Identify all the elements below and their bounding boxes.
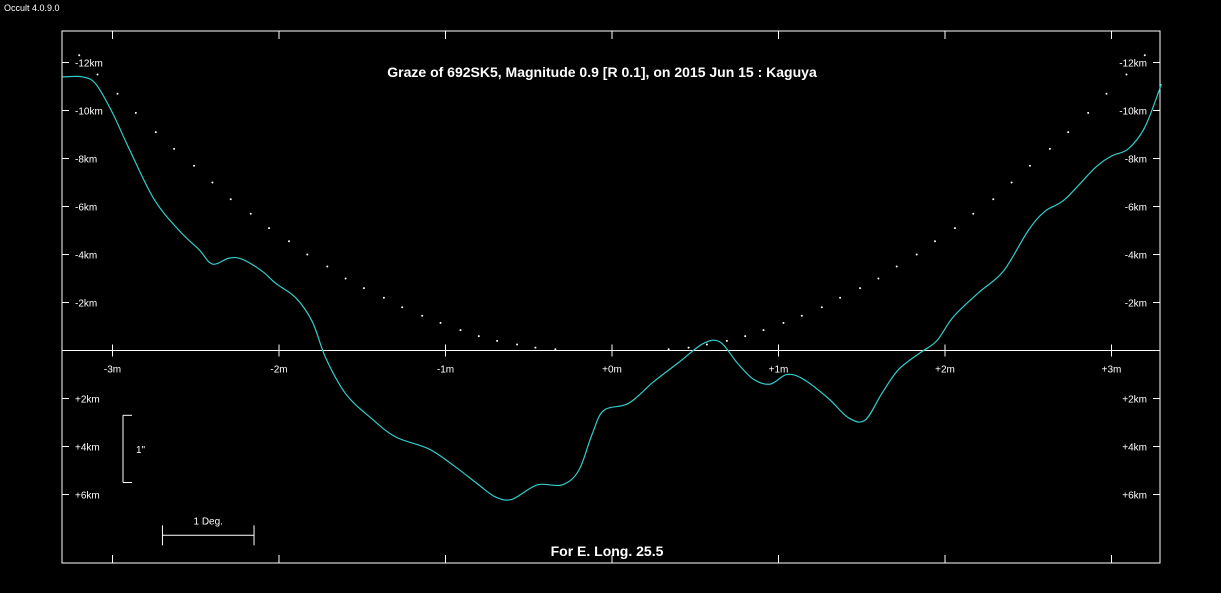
star-path-dot (1067, 131, 1070, 134)
star-path-dot (193, 164, 196, 167)
star-path-dot (1125, 73, 1128, 76)
star-path-dot (229, 198, 232, 201)
x-tick-label: -1m (437, 365, 454, 376)
y-tick-label-right: -10km (1119, 107, 1147, 118)
star-path-dot (268, 227, 271, 230)
y-tick-label-left: -2km (75, 299, 97, 310)
star-path-dot (534, 346, 537, 349)
vertical-scale-label: 1" (136, 445, 146, 456)
chart-title: Graze of 692SK5, Magnitude 0.9 [R 0.1], … (387, 64, 817, 80)
star-path-dot (915, 253, 918, 256)
star-path-dot (992, 198, 995, 201)
star-path-dot (154, 131, 157, 134)
star-path-dot (173, 147, 176, 150)
x-tick-label: -2m (270, 365, 287, 376)
star-path-dot (496, 339, 499, 342)
star-path-dot (306, 253, 309, 256)
lunar-profile (62, 75, 1162, 501)
star-path-dot (287, 240, 290, 243)
star-path-dot (839, 296, 842, 299)
star-path-dot (800, 314, 803, 317)
star-path-dot (1105, 92, 1108, 95)
star-path-dot (934, 240, 937, 243)
star-path-dot (859, 287, 862, 290)
x-tick-label: +1m (769, 365, 789, 376)
star-path-dot (459, 329, 462, 332)
y-tick-label-left: +4km (75, 443, 100, 454)
star-path-dot (877, 277, 880, 280)
y-tick-label-right: -2km (1125, 299, 1147, 310)
y-tick-label-right: +6km (1122, 491, 1147, 502)
star-path-dot (744, 335, 747, 338)
star-path-dot (344, 277, 347, 280)
x-tick-label: -3m (104, 365, 121, 376)
star-path-dot (687, 346, 690, 349)
y-tick-label-right: -12km (1119, 59, 1147, 70)
star-path-dot (78, 54, 81, 57)
star-path-dot (326, 265, 329, 268)
star-path-dot (211, 181, 214, 184)
star-path-dot (972, 212, 975, 215)
scale-bars: 1" 1 Deg. (122, 414, 255, 546)
y-tick-label-right: -4km (1125, 251, 1147, 262)
star-path-dot (134, 111, 137, 114)
star-path-dot (477, 335, 480, 338)
y-tick-label-left: -4km (75, 251, 97, 262)
star-path-dot (1048, 147, 1051, 150)
star-path-dot (421, 314, 424, 317)
y-tick-label-left: +6km (75, 491, 100, 502)
app-version-label: Occult 4.0.9.0 (4, 3, 60, 13)
x-tick-label: +3m (1102, 365, 1122, 376)
y-tick-label-right: +4km (1122, 443, 1147, 454)
star-path-dot (762, 329, 765, 332)
star-path-dot (820, 306, 823, 309)
star-path-dot (362, 287, 365, 290)
star-path-dot (382, 296, 385, 299)
star-path-dot (1087, 111, 1090, 114)
star-path-dot (401, 306, 404, 309)
plot-frame (61, 30, 1161, 564)
star-path-dot (116, 92, 119, 95)
star-path-dot (439, 321, 442, 324)
y-tick-label-left: -12km (75, 59, 103, 70)
star-path-dot (516, 343, 519, 346)
star-path-dot (953, 227, 956, 230)
chart-footer: For E. Long. 25.5 (551, 543, 664, 559)
star-path-dot (1010, 181, 1013, 184)
horizontal-scale-label: 1 Deg. (194, 516, 223, 527)
star-path-dot (705, 343, 708, 346)
y-tick-label-right: -8km (1125, 155, 1147, 166)
x-ticks: -3m -2m -1m +0m +1m +2m +3m (104, 31, 1121, 563)
star-path-dots (78, 54, 1146, 351)
star-path-dot (96, 73, 99, 76)
star-path-dot (1143, 54, 1146, 57)
profile-line (62, 75, 1162, 501)
x-tick-label: +2m (935, 365, 955, 376)
y-tick-label-left: +2km (75, 395, 100, 406)
star-path-dot (667, 348, 670, 351)
star-path-dot (1028, 164, 1031, 167)
frame-border (61, 30, 1161, 564)
y-tick-label-left: -10km (75, 107, 103, 118)
x-tick-label: +0m (602, 365, 622, 376)
y-tick-label-right: +2km (1122, 395, 1147, 406)
star-path-dot (782, 321, 785, 324)
star-path-dot (249, 212, 252, 215)
star-path-dot (725, 339, 728, 342)
star-path-dot (895, 265, 898, 268)
y-ticks: -12km -12km -10km -10km -8km -8km -6km -6km -4km… (62, 59, 1160, 502)
star-path-dot (554, 348, 557, 351)
y-tick-label-right: -6km (1125, 203, 1147, 214)
y-tick-label-left: -6km (75, 203, 97, 214)
y-tick-label-left: -8km (75, 155, 97, 166)
